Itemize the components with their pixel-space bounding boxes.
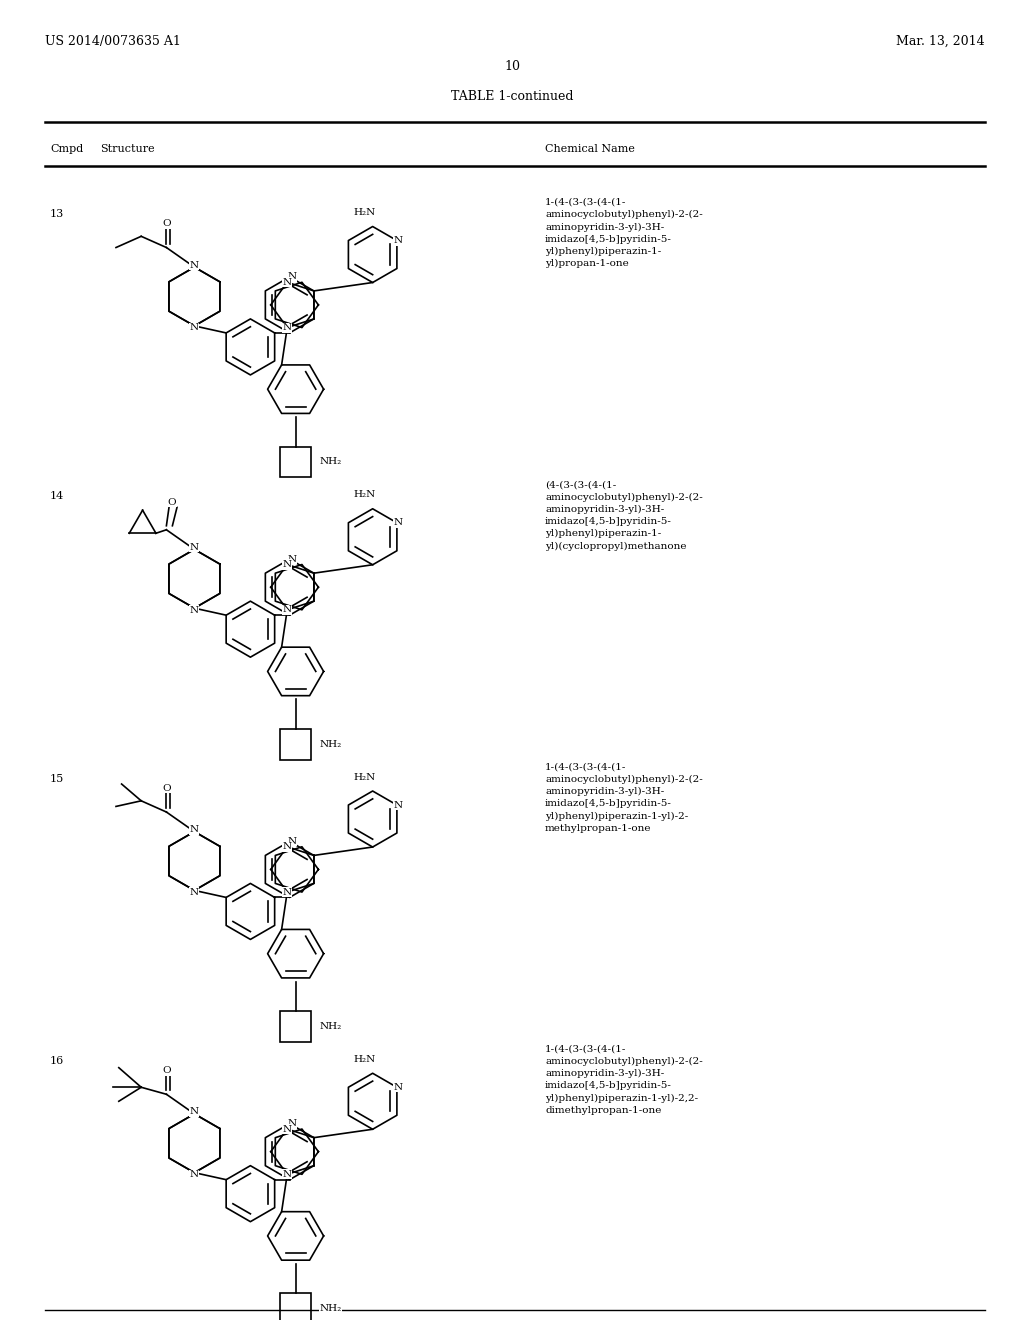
Text: H₂N: H₂N [353,209,376,216]
Text: N: N [283,277,292,286]
Text: 1-(4-(3-(3-(4-(1-
aminocyclobutyl)phenyl)-2-(2-
aminopyridin-3-yl)-3H-
imidazo[4: 1-(4-(3-(3-(4-(1- aminocyclobutyl)phenyl… [545,198,702,268]
Text: O: O [162,784,171,793]
Text: US 2014/0073635 A1: US 2014/0073635 A1 [45,36,181,48]
Text: 16: 16 [50,1056,65,1067]
Text: N: N [283,887,292,896]
Text: N: N [189,825,199,834]
Text: 13: 13 [50,210,65,219]
Text: N: N [287,272,296,281]
Text: N: N [283,560,292,569]
Text: N: N [189,606,199,615]
Text: N: N [283,323,292,333]
Text: 1-(4-(3-(3-(4-(1-
aminocyclobutyl)phenyl)-2-(2-
aminopyridin-3-yl)-3H-
imidazo[4: 1-(4-(3-(3-(4-(1- aminocyclobutyl)phenyl… [545,1044,702,1115]
Text: NH₂: NH₂ [319,739,342,748]
Text: N: N [287,837,296,846]
Text: N: N [189,260,199,269]
Text: N: N [283,842,292,851]
Text: NH₂: NH₂ [319,1304,342,1313]
Text: O: O [162,1067,171,1076]
Text: N: N [283,1125,292,1134]
Text: 14: 14 [50,491,65,502]
Text: O: O [162,219,171,228]
Text: N: N [283,606,292,614]
Text: H₂N: H₂N [353,490,376,499]
Text: N: N [393,236,402,246]
Text: Mar. 13, 2014: Mar. 13, 2014 [896,36,985,48]
Text: N: N [283,1170,292,1179]
Text: NH₂: NH₂ [319,458,342,466]
Text: N: N [393,519,402,527]
Text: N: N [287,554,296,564]
Text: H₂N: H₂N [353,772,376,781]
Text: N: N [189,888,199,896]
Text: 10: 10 [504,59,520,73]
Text: Chemical Name: Chemical Name [545,144,635,154]
Text: (4-(3-(3-(4-(1-
aminocyclobutyl)phenyl)-2-(2-
aminopyridin-3-yl)-3H-
imidazo[4,5: (4-(3-(3-(4-(1- aminocyclobutyl)phenyl)-… [545,480,702,550]
Text: N: N [393,1082,402,1092]
Text: 15: 15 [50,774,65,784]
Text: Cmpd: Cmpd [50,144,83,154]
Text: N: N [189,1170,199,1179]
Text: N: N [189,323,199,333]
Text: TABLE 1-continued: TABLE 1-continued [451,90,573,103]
Text: O: O [168,498,176,507]
Text: NH₂: NH₂ [319,1022,342,1031]
Text: N: N [393,800,402,809]
Text: N: N [189,543,199,552]
Text: Structure: Structure [100,144,155,154]
Text: N: N [189,1107,199,1117]
Text: 1-(4-(3-(3-(4-(1-
aminocyclobutyl)phenyl)-2-(2-
aminopyridin-3-yl)-3H-
imidazo[4: 1-(4-(3-(3-(4-(1- aminocyclobutyl)phenyl… [545,763,702,833]
Text: N: N [287,1119,296,1129]
Text: H₂N: H₂N [353,1055,376,1064]
